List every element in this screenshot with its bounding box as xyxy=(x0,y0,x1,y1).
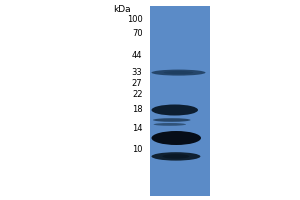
Text: 27: 27 xyxy=(132,78,142,88)
Text: 33: 33 xyxy=(132,68,142,77)
Text: 14: 14 xyxy=(132,124,142,133)
Ellipse shape xyxy=(164,71,194,74)
Text: 22: 22 xyxy=(132,90,142,99)
Text: kDa: kDa xyxy=(113,5,130,14)
Ellipse shape xyxy=(152,152,200,161)
Ellipse shape xyxy=(152,131,201,145)
Ellipse shape xyxy=(152,104,198,116)
Ellipse shape xyxy=(153,118,190,122)
Ellipse shape xyxy=(154,123,186,126)
Text: 18: 18 xyxy=(132,106,142,114)
Text: 100: 100 xyxy=(127,16,142,24)
Bar xyxy=(150,6,210,196)
Ellipse shape xyxy=(152,70,206,76)
Ellipse shape xyxy=(163,154,189,159)
Ellipse shape xyxy=(163,134,190,142)
Text: 10: 10 xyxy=(132,144,142,154)
Ellipse shape xyxy=(162,107,188,113)
Text: 70: 70 xyxy=(132,28,142,38)
Text: 44: 44 xyxy=(132,51,142,60)
